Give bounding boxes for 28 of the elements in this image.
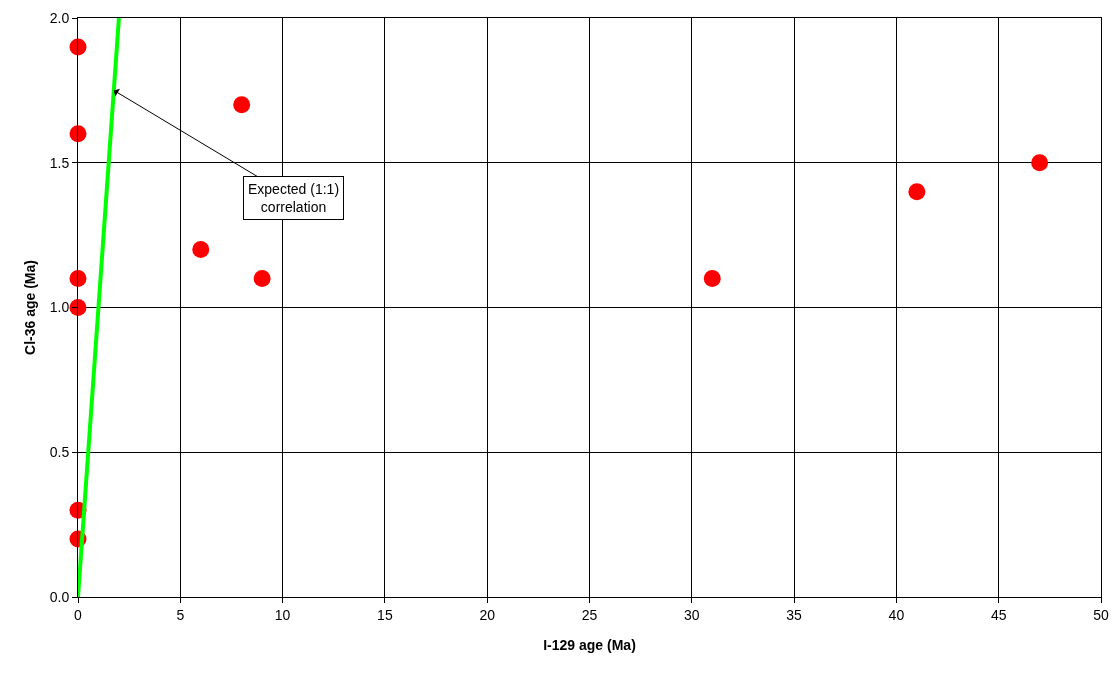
x-tick-label: 50 [1093,606,1109,623]
point [233,96,251,114]
x-tick-label: 15 [377,606,393,623]
y-tick-label: 1.0 [49,299,70,316]
x-tick-label: 5 [176,606,185,623]
x-tick-label: 30 [684,606,700,623]
annotation: Expected (1:1) correlation [248,181,340,216]
y-axis-title: Cl-36 age (Ma) [22,260,39,355]
point [908,183,926,201]
x-tick-label: 10 [274,606,291,623]
y-tick-label: 0.5 [49,444,70,461]
point [253,270,271,288]
point [1031,154,1049,172]
y-tick-label: 2.0 [49,9,70,26]
point [192,241,210,259]
point [703,270,721,288]
y-tick-label: 1.5 [49,154,70,171]
point [69,299,87,316]
point [69,270,87,288]
y-tick-label: 0.0 [49,588,70,605]
x-tick-label: 45 [990,606,1007,623]
point [69,125,87,143]
x-tick-label: 20 [479,606,496,623]
x-tick-label: 25 [581,606,598,623]
x-tick-label: 40 [888,606,905,623]
x-tick-label: 35 [786,606,803,623]
x-tick-label: 0 [74,606,83,623]
x-axis-title: I-129 age (Ma) [543,637,636,654]
